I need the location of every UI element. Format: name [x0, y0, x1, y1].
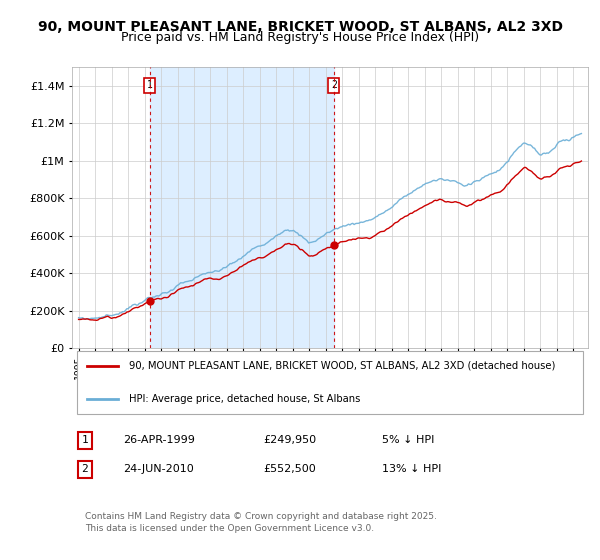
Text: £552,500: £552,500 — [263, 464, 316, 474]
Text: Contains HM Land Registry data © Crown copyright and database right 2025.
This d: Contains HM Land Registry data © Crown c… — [85, 512, 437, 533]
Text: 13% ↓ HPI: 13% ↓ HPI — [382, 464, 441, 474]
Text: 2: 2 — [331, 80, 337, 90]
Text: HPI: Average price, detached house, St Albans: HPI: Average price, detached house, St A… — [129, 394, 360, 404]
Text: 26-APR-1999: 26-APR-1999 — [124, 435, 196, 445]
Text: 90, MOUNT PLEASANT LANE, BRICKET WOOD, ST ALBANS, AL2 3XD: 90, MOUNT PLEASANT LANE, BRICKET WOOD, S… — [37, 20, 563, 34]
Text: Price paid vs. HM Land Registry's House Price Index (HPI): Price paid vs. HM Land Registry's House … — [121, 31, 479, 44]
Text: 24-JUN-2010: 24-JUN-2010 — [124, 464, 194, 474]
Text: 2: 2 — [82, 464, 88, 474]
Text: 90, MOUNT PLEASANT LANE, BRICKET WOOD, ST ALBANS, AL2 3XD (detached house): 90, MOUNT PLEASANT LANE, BRICKET WOOD, S… — [129, 361, 555, 371]
Bar — [150, 67, 334, 348]
Text: 5% ↓ HPI: 5% ↓ HPI — [382, 435, 434, 445]
Text: 1: 1 — [147, 80, 153, 90]
FancyBboxPatch shape — [77, 351, 583, 414]
Text: £249,950: £249,950 — [263, 435, 316, 445]
Text: 1: 1 — [82, 435, 88, 445]
